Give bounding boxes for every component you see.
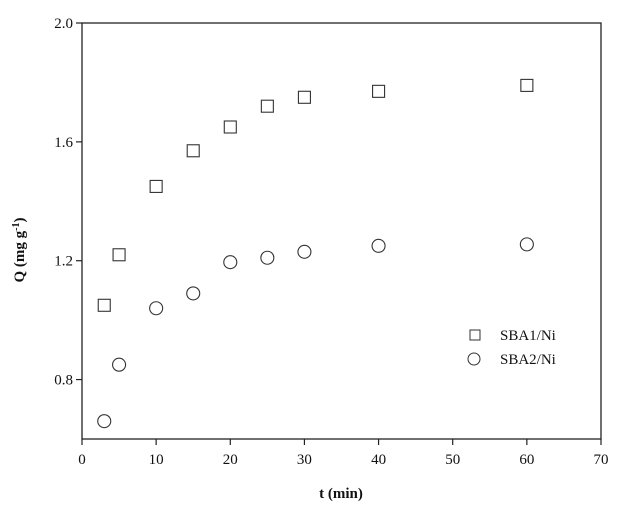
legend-marker-sba1 — [469, 329, 481, 341]
data-point-sba2 — [223, 255, 238, 270]
legend-marker-sba2 — [467, 352, 481, 366]
plot-frame — [81, 22, 602, 440]
legend-label-sba2: SBA2/Ni — [500, 352, 556, 368]
x-tick-label: 30 — [297, 452, 312, 468]
data-point-sba1 — [297, 90, 311, 104]
x-axis: 0 10 20 30 40 50 60 70 — [78, 439, 609, 468]
x-tick-label: 50 — [445, 452, 460, 468]
data-point-sba2 — [97, 414, 112, 429]
data-point-sba2 — [149, 301, 164, 316]
data-point-sba1 — [97, 298, 111, 312]
x-tick-label: 40 — [371, 452, 386, 468]
y-tick-label: 1.6 — [54, 135, 73, 151]
y-tick-label: 1.2 — [54, 254, 73, 270]
data-point-sba2 — [112, 357, 127, 372]
x-tick-label: 60 — [519, 452, 534, 468]
x-axis-title: t (min) — [319, 486, 363, 502]
y-axis-title-close: ) — [12, 217, 28, 222]
data-point-sba2 — [371, 238, 386, 253]
y-axis-title-superscript: -1 — [11, 222, 22, 230]
legend-label-sba1: SBA1/Ni — [500, 328, 556, 344]
data-points — [97, 78, 534, 429]
x-tick-label: 10 — [149, 452, 164, 468]
y-tick-label: 2.0 — [54, 16, 73, 32]
x-tick-label: 70 — [594, 452, 609, 468]
data-point-sba2 — [297, 244, 312, 259]
data-point-sba1 — [186, 144, 200, 158]
data-point-sba1 — [260, 99, 274, 113]
data-point-sba1 — [223, 120, 237, 134]
x-tick-label: 0 — [78, 452, 86, 468]
y-axis-title: Q (mg g-1) — [11, 217, 28, 282]
legend: SBA1/Ni SBA2/Ni — [467, 328, 556, 368]
data-point-sba1 — [112, 248, 126, 262]
y-axis: 0.8 1.2 1.6 2.0 — [54, 16, 82, 389]
x-tick-label: 20 — [223, 452, 238, 468]
data-point-sba2 — [260, 250, 275, 265]
y-tick-label: 0.8 — [54, 373, 73, 389]
data-point-sba2 — [186, 286, 201, 301]
data-point-sba1 — [372, 84, 386, 98]
data-point-sba1 — [149, 179, 163, 193]
data-point-sba1 — [520, 78, 534, 92]
data-point-sba2 — [519, 237, 534, 252]
y-axis-title-main: Q (mg g — [12, 230, 28, 282]
